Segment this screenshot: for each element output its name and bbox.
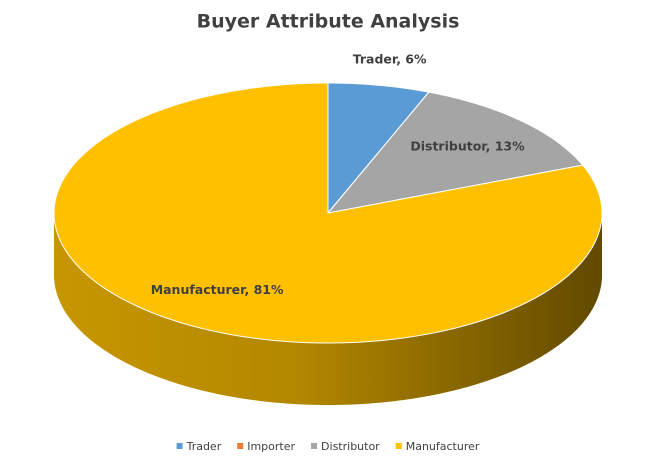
legend-marker (311, 443, 318, 449)
data-label: Trader, 6% (353, 51, 427, 66)
legend-label: Trader (186, 440, 222, 453)
pie-side-shade (54, 213, 602, 405)
data-label: Distributor, 13% (410, 138, 525, 153)
pie-slice (326, 91, 584, 214)
legend-marker (237, 443, 244, 449)
pie-slice (53, 82, 603, 344)
legend-label: Distributor (321, 440, 380, 453)
legend-label: Manufacturer (406, 440, 480, 453)
data-label: Manufacturer, 81% (151, 282, 284, 297)
legend-marker (395, 443, 402, 449)
chart-title: Buyer Attribute Analysis (197, 11, 460, 33)
legend-label: Importer (247, 440, 295, 453)
legend: Trader Importer Distributor Manufacturer (176, 440, 480, 453)
pie-slice (327, 82, 430, 215)
legend-marker (176, 443, 183, 449)
